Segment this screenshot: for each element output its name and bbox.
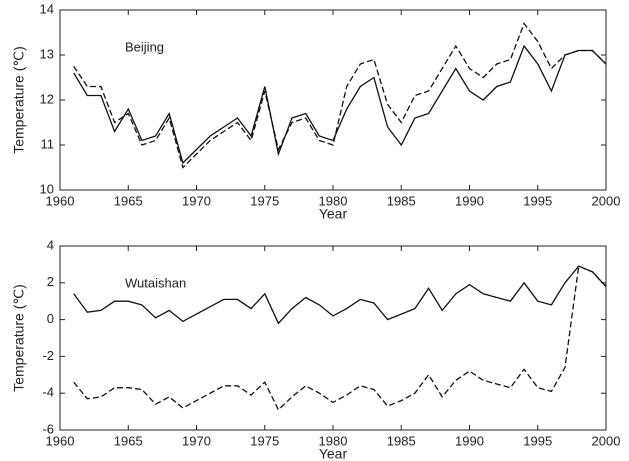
x-tick-label: 2000 (592, 433, 621, 448)
y-tick-label: 11 (41, 136, 55, 151)
y-tick-label: 4 (47, 237, 54, 252)
x-tick-label: 1960 (46, 433, 75, 448)
series-line (73, 22, 607, 169)
x-tick-label: 1990 (455, 193, 484, 208)
x-tick-label: 1960 (46, 193, 75, 208)
series-line (73, 265, 607, 325)
x-tick-label: 1985 (387, 433, 416, 448)
x-tick-label: 1995 (523, 193, 552, 208)
series-line (73, 44, 607, 165)
x-tick-label: 1980 (319, 433, 348, 448)
x-tick-label: 1970 (182, 193, 211, 208)
y-tick-label: 0 (47, 311, 54, 326)
annotation: Wutaishan (125, 275, 186, 290)
plot-frame (59, 9, 607, 191)
annotation: Beijing (125, 39, 164, 54)
y-tick-label: 12 (40, 91, 54, 106)
x-tick-label: 1965 (114, 433, 143, 448)
y-tick-label: 10 (40, 181, 54, 196)
x-tick-label: 1975 (250, 433, 279, 448)
x-tick-label: 1965 (114, 193, 143, 208)
y-axis-label: Temperature (℃) (11, 46, 27, 154)
y-tick-label: 2 (47, 274, 54, 289)
y-tick-label: -4 (42, 385, 54, 400)
y-tick-label: 14 (40, 1, 54, 16)
plot-frame (59, 245, 607, 431)
x-axis-label: Year (319, 446, 348, 461)
x-axis-label: Year (319, 206, 348, 222)
y-axis-label: Temperature (℃) (11, 284, 27, 392)
y-tick-label: 13 (40, 46, 54, 61)
y-tick-label: -2 (42, 348, 54, 363)
series-line (73, 265, 607, 411)
x-tick-label: 1980 (319, 193, 348, 208)
x-tick-label: 1995 (523, 433, 552, 448)
x-tick-label: 1975 (250, 193, 279, 208)
x-tick-label: 2000 (592, 193, 621, 208)
x-tick-label: 1985 (387, 193, 416, 208)
x-tick-label: 1990 (455, 433, 484, 448)
x-tick-label: 1970 (182, 433, 211, 448)
y-tick-label: -6 (42, 421, 54, 436)
